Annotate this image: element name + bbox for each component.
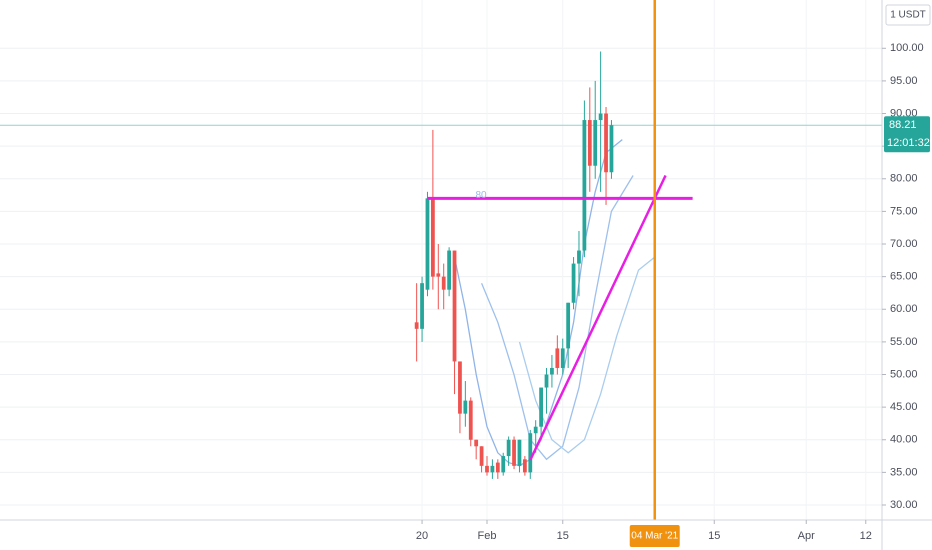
x-tick-label: 20 (416, 530, 428, 542)
y-tick-label: 35.00 (890, 466, 918, 478)
price-tag (884, 116, 930, 153)
candle-body (430, 198, 435, 277)
candle-body (425, 198, 430, 290)
candle-body (528, 433, 533, 473)
candle-body (501, 456, 506, 473)
candle-body (506, 439, 511, 457)
candle-body (555, 348, 560, 368)
y-tick-label: 70.00 (890, 238, 918, 250)
candle-body (463, 400, 468, 414)
candle-body (468, 400, 473, 440)
candle-body (517, 439, 522, 466)
candle-body (577, 250, 581, 264)
candle-body (587, 120, 592, 166)
candle-body (458, 361, 462, 414)
unit-box (885, 4, 931, 26)
x-tick-label: 15 (557, 530, 569, 542)
candle-body (593, 120, 598, 166)
candle-body (420, 283, 424, 329)
candle-body (544, 374, 549, 388)
x-tick-label: Apr (798, 530, 815, 542)
y-tick-label: 30.00 (890, 499, 918, 511)
y-tick-label: 60.00 (890, 303, 918, 315)
moving-average (480, 175, 634, 461)
trend-line (529, 174, 667, 461)
candle-body (609, 125, 614, 173)
y-tick-label: 50.00 (890, 368, 918, 380)
countdown: 12:01:32 (887, 137, 930, 149)
candle-body (512, 439, 516, 466)
price-axis (882, 0, 932, 550)
candle-body (604, 113, 608, 173)
candle-body (479, 446, 484, 466)
y-tick-label: 65.00 (890, 271, 918, 283)
annotation: 80 (475, 190, 487, 201)
x-tick-label: Feb (478, 530, 497, 542)
date-tag (629, 525, 680, 547)
candle-body (490, 465, 495, 473)
x-tick-label: 12 (860, 530, 872, 542)
unit-label: 1 USDT (890, 10, 926, 21)
y-tick-label: 40.00 (890, 434, 918, 446)
candle-body (436, 273, 441, 277)
y-tick-label: 45.00 (890, 401, 918, 413)
candle-body (566, 302, 571, 349)
candle-body (539, 387, 543, 427)
candle-body (533, 426, 538, 434)
candle-body (414, 322, 419, 329)
time-axis (0, 520, 882, 550)
candle-body (452, 250, 457, 362)
y-tick-label: 55.00 (890, 336, 918, 348)
candle-body (485, 465, 489, 473)
candle-body (550, 367, 554, 375)
candle-body (582, 120, 587, 251)
candle-body (441, 276, 446, 290)
candle-body (571, 263, 576, 303)
candle-body (598, 113, 603, 121)
candle-body (474, 439, 479, 447)
y-tick-label: 75.00 (890, 205, 918, 217)
price-tag-label: 88.21 (889, 119, 917, 131)
candle-body (495, 462, 500, 473)
candle-body (560, 348, 565, 368)
candle-body (447, 250, 452, 290)
y-tick-label: 95.00 (890, 75, 918, 87)
x-tick-label: 15 (708, 530, 720, 542)
candle-body (522, 459, 527, 473)
y-tick-label: 100.00 (890, 42, 924, 54)
date-tag-label: 04 Mar '21 (631, 531, 678, 542)
y-tick-label: 80.00 (890, 173, 918, 185)
